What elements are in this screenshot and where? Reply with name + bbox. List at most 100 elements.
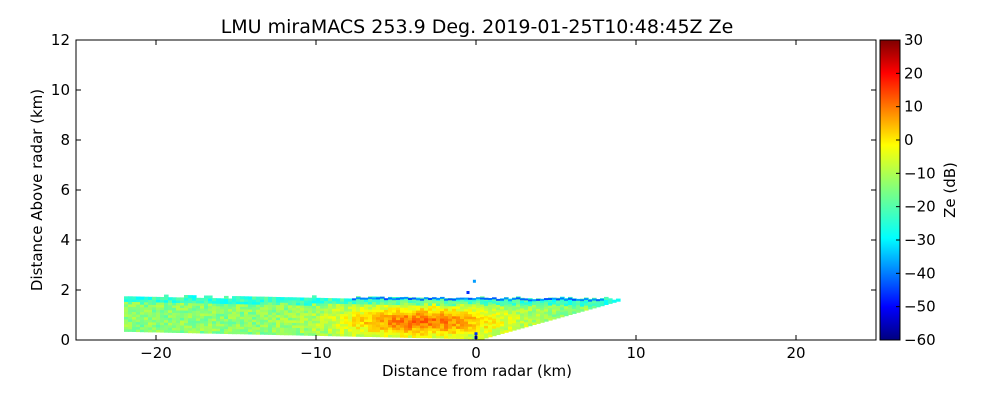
echo-cell bbox=[380, 324, 385, 328]
echo-cell bbox=[440, 313, 445, 317]
echo-cell bbox=[364, 313, 369, 317]
echo-cell bbox=[404, 324, 409, 328]
echo-cell bbox=[344, 308, 349, 312]
echo-cell bbox=[468, 326, 473, 330]
echo-cell bbox=[292, 314, 297, 318]
echo-cell bbox=[328, 330, 333, 334]
echo-top-cell bbox=[436, 297, 441, 300]
echo-cell bbox=[404, 327, 409, 331]
echo-cell bbox=[316, 302, 321, 306]
echo-cell bbox=[480, 323, 485, 327]
echo-cell bbox=[448, 315, 453, 319]
echo-cell bbox=[304, 310, 309, 314]
echo-cell bbox=[272, 326, 277, 330]
echo-cell bbox=[452, 315, 457, 319]
echo-cell bbox=[328, 320, 333, 324]
echo-cell bbox=[300, 312, 305, 316]
echo-cell bbox=[276, 322, 281, 326]
echo-cell bbox=[416, 310, 421, 314]
echo-cell bbox=[156, 321, 161, 325]
colorbar-tick-label: 0 bbox=[904, 131, 914, 149]
echo-cell bbox=[244, 316, 249, 320]
echo-cell bbox=[496, 304, 501, 308]
echo-top-cell bbox=[428, 298, 433, 300]
echo-cell bbox=[368, 306, 373, 310]
echo-cell bbox=[180, 302, 185, 306]
echo-cell bbox=[132, 313, 137, 317]
echo-cell bbox=[272, 316, 277, 320]
echo-cell bbox=[236, 298, 241, 302]
echo-cell bbox=[224, 328, 229, 332]
echo-cell bbox=[540, 299, 545, 303]
echo-cell bbox=[184, 295, 189, 299]
echo-cell bbox=[616, 298, 621, 302]
echo-cell bbox=[272, 321, 277, 325]
echo-cell bbox=[172, 302, 177, 306]
echo-cell bbox=[420, 325, 425, 329]
echo-cell bbox=[164, 294, 169, 298]
echo-cell bbox=[304, 327, 309, 331]
echo-cell bbox=[380, 306, 385, 310]
echo-cell bbox=[468, 323, 473, 327]
echo-cell bbox=[524, 311, 529, 315]
echo-cell bbox=[176, 304, 181, 308]
echo-cell bbox=[284, 302, 289, 306]
echo-cell bbox=[296, 299, 301, 303]
echo-cell bbox=[240, 313, 245, 317]
echo-cell bbox=[208, 328, 213, 332]
echo-cell bbox=[364, 301, 369, 305]
echo-cell bbox=[444, 328, 449, 332]
echo-cell bbox=[296, 322, 301, 326]
echo-cell bbox=[140, 306, 145, 310]
echo-cell bbox=[292, 299, 297, 303]
echo-cell bbox=[340, 330, 345, 334]
echo-cell bbox=[272, 296, 277, 300]
echo-cell bbox=[192, 305, 197, 309]
echo-cell bbox=[208, 300, 213, 304]
echo-cell bbox=[348, 323, 353, 327]
echo-cell bbox=[280, 322, 285, 326]
echo-cell bbox=[520, 310, 525, 314]
echo-cell bbox=[504, 327, 509, 331]
echo-cell bbox=[328, 298, 333, 302]
echo-cell bbox=[128, 301, 133, 305]
echo-cell bbox=[172, 317, 177, 321]
echo-cell bbox=[164, 314, 169, 318]
echo-cell bbox=[280, 302, 285, 306]
echo-speck bbox=[472, 279, 476, 283]
echo-cell bbox=[464, 303, 469, 307]
echo-cell bbox=[152, 299, 157, 303]
echo-cell bbox=[168, 319, 173, 323]
echo-cell bbox=[412, 329, 417, 333]
echo-cell bbox=[320, 300, 325, 304]
echo-cell bbox=[440, 298, 445, 302]
echo-cell bbox=[204, 325, 209, 329]
echo-cell bbox=[216, 320, 221, 324]
echo-cell bbox=[248, 331, 253, 335]
echo-cell bbox=[132, 318, 137, 322]
echo-cell bbox=[396, 307, 401, 311]
echo-cell bbox=[332, 313, 337, 317]
echo-cell bbox=[416, 335, 421, 339]
echo-cell bbox=[452, 325, 457, 329]
echo-cell bbox=[572, 305, 577, 309]
echo-cell bbox=[440, 320, 445, 324]
echo-cell bbox=[324, 305, 329, 309]
echo-cell bbox=[192, 300, 197, 304]
echo-cell bbox=[356, 298, 361, 302]
echo-cell bbox=[368, 311, 373, 315]
echo-cell bbox=[384, 331, 389, 335]
echo-cell bbox=[480, 328, 485, 332]
echo-cell bbox=[252, 304, 257, 308]
echo-cell bbox=[508, 323, 513, 327]
echo-cell bbox=[484, 327, 489, 331]
echo-cell bbox=[440, 315, 445, 319]
echo-cell bbox=[176, 309, 181, 313]
echo-cell bbox=[416, 302, 421, 306]
echo-cell bbox=[320, 307, 325, 311]
echo-cell bbox=[516, 318, 521, 322]
echo-cell bbox=[296, 319, 301, 323]
echo-cell bbox=[376, 316, 381, 320]
echo-cell bbox=[452, 323, 457, 327]
colorbar-tick-label: −50 bbox=[904, 298, 936, 316]
